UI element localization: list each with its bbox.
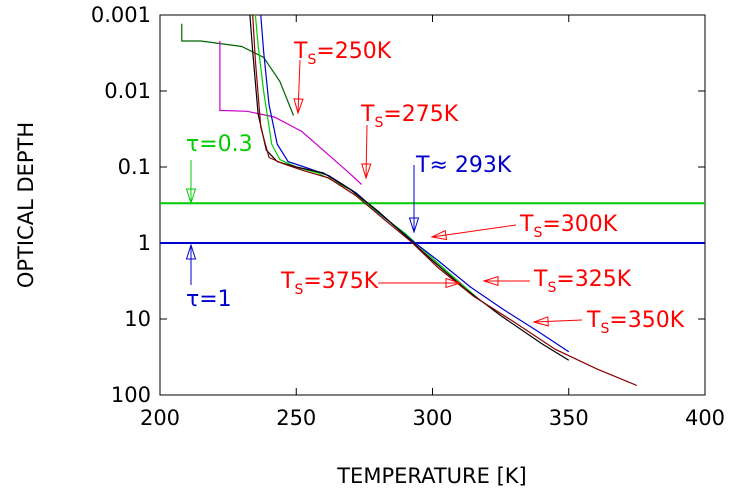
annotation-arrow-head — [430, 229, 448, 241]
series-line-375k — [252, 14, 638, 387]
series-line-250k — [181, 23, 295, 116]
annotation-label: TS=300K — [519, 212, 618, 241]
axis-ticks: 200 250 300 350 400 0.001 0.01 0.1 1 10 100 — [91, 3, 725, 430]
reference-lines — [160, 202, 705, 244]
annotation-arrow-head — [532, 316, 549, 327]
x-axis-label: TEMPERATURE [K] — [336, 464, 527, 488]
annotation-arrows — [185, 59, 583, 327]
annotation-label: TS=375K — [280, 269, 379, 298]
annotation-label: TS=275K — [360, 102, 459, 131]
annotation-labels: TS=250K TS=275K T≈ 293K TS=300K TS=325K TS=37… — [186, 39, 685, 337]
series-line-350k — [249, 14, 570, 361]
annotation-label: TS=350K — [586, 308, 685, 337]
series-curves — [181, 14, 638, 387]
annotation-label: TS=325K — [533, 267, 632, 296]
plot-frame — [159, 14, 706, 396]
annotation-arrow-head — [361, 163, 372, 180]
tau-1-label: τ=1 — [186, 287, 232, 312]
annotation-arrow-shaft — [365, 124, 368, 179]
x-tick-label: 200 — [140, 406, 180, 430]
y-axis-label: OPTICAL DEPTH — [14, 122, 38, 288]
annotation-arrow-shaft — [297, 59, 301, 114]
x-tick-label: 300 — [412, 406, 452, 430]
annotation-arrow-head — [482, 275, 499, 287]
annotation-arrow-head — [185, 188, 197, 205]
tau-0-3-label: τ=0.3 — [186, 132, 253, 157]
y-tick-label: 10 — [124, 307, 151, 331]
y-tick-label: 100 — [111, 383, 151, 407]
series-line-300k — [254, 14, 480, 300]
series-line-325k — [260, 14, 570, 353]
x-tick-label: 350 — [549, 406, 589, 430]
annotation-arrow-head — [408, 217, 420, 234]
x-tick-label: 250 — [276, 406, 316, 430]
annotation-arrow-head — [445, 277, 462, 289]
annotation-label: TS=250K — [293, 39, 392, 68]
y-tick-label: 0.1 — [118, 155, 151, 179]
y-tick-label: 1 — [138, 231, 151, 255]
annotation-arrow-head — [185, 243, 197, 260]
annotation-label: T≈ 293K — [415, 153, 512, 178]
y-tick-label: 0.001 — [91, 3, 151, 27]
annotation-arrow-head — [293, 98, 304, 115]
x-tick-label: 400 — [685, 406, 725, 430]
series-line-275k — [219, 41, 363, 185]
annotation-arrow-shaft — [533, 319, 583, 323]
y-tick-label: 0.01 — [104, 79, 151, 103]
